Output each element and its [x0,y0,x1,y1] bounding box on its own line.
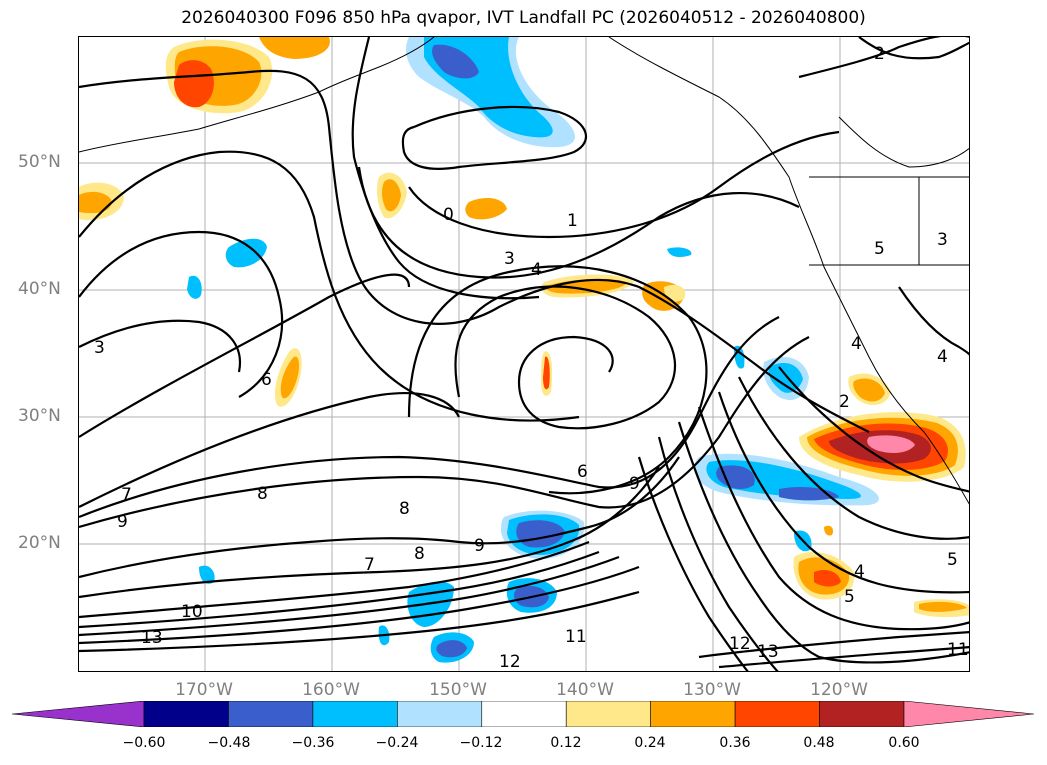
contour-label-4b: 4 [851,334,862,354]
contour-label-8c: 8 [414,544,425,564]
lon-label-170w: 170°W [175,680,233,700]
colorbar-extend-low [12,701,145,727]
colorbar-segment [143,701,229,727]
contour-label-0: 0 [443,205,454,225]
coastlines [79,37,969,505]
contour-label-4d: 4 [937,347,948,367]
lon-label-120w: 120°W [810,680,868,700]
contour-label-12: 12 [499,652,521,672]
colorbar-segment [565,701,651,727]
contour-label-7b: 7 [121,485,132,505]
contour-label-1: 1 [567,211,578,231]
colorbar-segment [650,701,736,727]
colorbar-tick-6: 0.12 [550,735,582,751]
colorbar-tick-5: −0.12 [459,735,503,751]
contour-label-6b: 6 [261,370,272,390]
map-panel: 0 1 2 3 4 5 6 7 8 9 10 11 12 13 12 13 9 … [78,36,970,672]
contour-label-8b: 8 [257,484,268,504]
lon-label-130w: 130°W [683,680,741,700]
contour-labels: 0 1 2 3 4 5 6 7 8 9 10 11 12 13 12 13 9 … [94,44,969,672]
ivt-contours [79,37,969,671]
colorbar-tick-7: 0.24 [634,735,666,751]
lon-label-140w: 140°W [556,680,614,700]
contour-label-10: 10 [181,602,203,622]
colorbar-tick-4: −0.24 [375,735,419,751]
contour-label-5c: 5 [947,550,958,570]
lon-label-160w: 160°W [302,680,360,700]
contour-label-13b: 13 [757,642,779,662]
lon-label-150w: 150°W [429,680,487,700]
contour-label-12b: 12 [729,634,751,654]
contour-label-13: 13 [141,628,163,648]
colorbar-extend-high [903,701,1035,727]
contour-label-2: 2 [839,392,850,412]
contour-label-2b: 2 [874,44,885,64]
contour-label-9: 9 [474,536,485,556]
contour-label-8: 8 [399,499,410,519]
lat-label-30n: 30°N [18,406,61,426]
colorbar-segment [734,701,820,727]
contour-label-6: 6 [577,462,588,482]
colorbar-tick-1: −0.60 [122,735,166,751]
lat-label-50n: 50°N [18,152,61,172]
map-canvas: 0 1 2 3 4 5 6 7 8 9 10 11 12 13 12 13 9 … [79,37,969,672]
contour-label-11: 11 [565,627,587,647]
colorbar-tick-2: −0.48 [207,735,251,751]
colorbar-tick-8: 0.36 [719,735,751,751]
pc-fill-patches [79,37,969,663]
colorbar-tick-3: −0.36 [291,735,335,751]
graticule [79,37,969,671]
colorbar-segment [228,701,314,727]
lat-label-40n: 40°N [18,279,61,299]
map-title: 2026040300 F096 850 hPa qvapor, IVT Land… [181,8,866,28]
colorbar-tick-9: 0.48 [803,735,835,751]
colorbar-segment [397,701,483,727]
contour-label-4c: 4 [854,562,865,582]
contour-label-3b: 3 [94,338,105,358]
contour-label-9c: 9 [117,512,128,532]
contour-label-5: 5 [844,587,855,607]
colorbar-segment [819,701,905,727]
colorbar [12,701,1035,727]
contour-label-5b: 5 [874,239,885,259]
contour-label-3: 3 [504,249,515,269]
colorbar-segment [312,701,398,727]
lat-label-20n: 20°N [18,533,61,553]
contour-label-7: 7 [364,555,375,575]
contour-label-9b: 9 [629,474,640,494]
colorbar-segment [481,701,567,727]
colorbar-tick-10: 0.60 [888,735,920,751]
contour-label-4: 4 [531,260,542,280]
contour-label-11b: 11 [947,640,969,660]
contour-label-3c: 3 [937,230,948,250]
